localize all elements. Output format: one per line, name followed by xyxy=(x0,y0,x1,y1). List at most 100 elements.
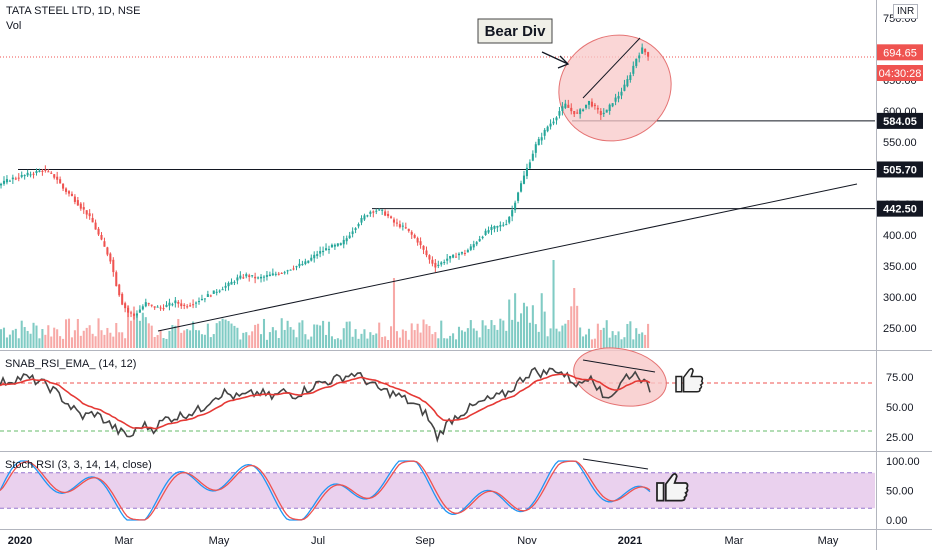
volume-bar xyxy=(2,327,6,348)
volume-bar xyxy=(257,323,260,348)
candle-body xyxy=(623,84,626,91)
candle-body xyxy=(192,304,195,306)
candle-body xyxy=(260,276,263,279)
volume-bar xyxy=(144,317,147,348)
volume-bar xyxy=(440,320,443,348)
candle-body xyxy=(434,262,437,268)
candle-body xyxy=(363,215,366,220)
volume-bar xyxy=(212,334,215,348)
candle-body xyxy=(333,244,336,247)
volume-bar xyxy=(79,335,82,348)
volume-bar xyxy=(372,334,375,348)
price-badge-text: 505.70 xyxy=(883,164,917,176)
candle-body xyxy=(452,254,455,258)
candle-body xyxy=(540,137,543,141)
candle-body xyxy=(354,228,357,231)
volume-bar xyxy=(531,305,534,348)
candle-body xyxy=(599,111,602,116)
candle-body xyxy=(416,238,419,243)
candle-body xyxy=(35,171,38,173)
volume-bars xyxy=(0,260,650,348)
volume-bar xyxy=(280,318,283,348)
price-tick-label: 250.00 xyxy=(883,323,917,335)
price-badge xyxy=(877,112,923,129)
volume-bar xyxy=(325,334,328,348)
volume-bar xyxy=(620,339,623,348)
volume-bar xyxy=(366,338,369,348)
candle-body xyxy=(552,121,555,124)
volume-bar xyxy=(404,330,407,348)
candle-body xyxy=(109,253,112,262)
countdown-badge xyxy=(877,65,923,81)
candle-body xyxy=(325,248,328,251)
volume-bar xyxy=(387,339,390,348)
candle-body xyxy=(555,117,558,121)
volume-bar xyxy=(357,338,360,348)
candle-body xyxy=(508,216,511,223)
volume-bar xyxy=(0,329,3,348)
volume-bar xyxy=(177,318,180,348)
candle-body xyxy=(570,107,573,112)
volume-bar xyxy=(112,336,115,348)
candle-body xyxy=(425,250,428,256)
price-badge xyxy=(877,161,923,178)
candle-body xyxy=(502,224,505,226)
volume-bar xyxy=(567,320,570,348)
candle-body xyxy=(44,169,47,171)
volume-bar xyxy=(413,330,416,348)
volume-bar xyxy=(159,330,162,348)
volume-bar xyxy=(452,333,455,348)
volume-bar xyxy=(242,332,245,348)
candle-body xyxy=(59,179,62,184)
candle-body xyxy=(587,100,591,105)
volume-bar xyxy=(342,328,345,348)
candle-body xyxy=(106,247,109,255)
candle-body xyxy=(475,242,478,245)
candle-body xyxy=(32,173,35,175)
volume-bar xyxy=(446,338,449,348)
candle-body xyxy=(520,183,523,192)
volume-bar xyxy=(543,311,546,348)
volume-bar xyxy=(475,330,478,348)
volume-bar xyxy=(478,337,481,348)
volume-bar xyxy=(496,329,499,348)
candle-body xyxy=(124,303,127,309)
candle-body xyxy=(174,300,177,304)
volume-bar xyxy=(82,330,85,348)
volume-bar xyxy=(132,306,136,348)
candle-body xyxy=(579,109,582,115)
candle-body xyxy=(271,273,274,276)
volume-bar xyxy=(460,330,463,348)
volume-bar xyxy=(85,327,88,348)
volume-bar xyxy=(203,334,206,348)
volume-bar xyxy=(525,306,528,348)
thumbs-up-icon xyxy=(675,367,704,393)
candle-body xyxy=(203,298,206,300)
price-tick-label: 550.00 xyxy=(883,137,917,149)
volume-bar xyxy=(472,328,475,348)
volume-bar xyxy=(605,320,608,348)
candle-body xyxy=(165,304,168,307)
candle-body xyxy=(17,177,20,179)
candle-body xyxy=(91,217,94,223)
volume-bar xyxy=(629,321,632,348)
currency-badge[interactable]: INR xyxy=(893,4,919,19)
volume-bar xyxy=(268,332,271,348)
candle-body xyxy=(611,103,614,107)
candle-body xyxy=(221,289,224,291)
volume-bar xyxy=(124,338,127,348)
volume-bar xyxy=(59,336,62,348)
candle-body xyxy=(410,231,413,235)
candle-body xyxy=(23,175,26,177)
candle-body xyxy=(233,281,236,283)
volume-bar xyxy=(333,339,336,348)
volume-bar xyxy=(614,335,617,348)
candle-body xyxy=(257,277,260,279)
candle-body xyxy=(378,209,381,211)
candle-body xyxy=(466,249,469,253)
candle-body xyxy=(254,276,257,279)
volume-bar xyxy=(484,325,487,348)
